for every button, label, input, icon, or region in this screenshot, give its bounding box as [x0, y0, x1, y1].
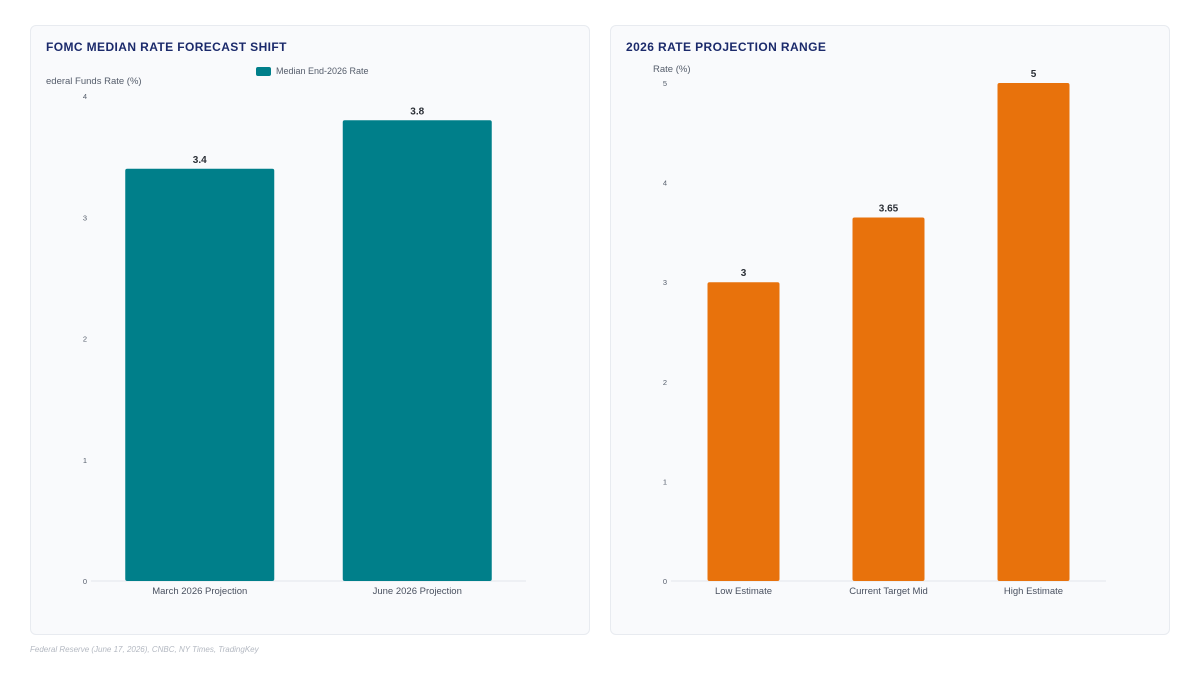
y-tick-label: 3 [83, 213, 87, 222]
y-tick-label: 5 [663, 79, 667, 88]
bar [997, 83, 1070, 581]
y-tick-label: 4 [663, 179, 667, 188]
bar-chart-forecast-shift: ederal Funds Rate (%) 0 1 2 3 4 3.4 March 2026 … [46, 76, 526, 597]
bar [342, 120, 492, 581]
y-tick-label: 2 [663, 378, 667, 387]
y-tick-label: 3 [663, 278, 667, 287]
x-tick-label: June 2026 Projection [373, 586, 462, 597]
legend-swatch [256, 66, 271, 76]
chart-card-projection-range: 2026 RATE PROJECTION RANGE Rate (%) 0 1 2 3 4… [610, 25, 1170, 635]
data-label: 3.65 [879, 203, 899, 214]
legend-label: Median End-2026 Rate [276, 66, 369, 76]
y-tick-label: 2 [83, 335, 87, 344]
y-axis-title: ederal Funds Rate (%) [46, 76, 142, 87]
chart-title: 2026 RATE PROJECTION RANGE [626, 40, 827, 54]
source-note: Federal Reserve (June 17, 2026), CNBC, N… [30, 645, 259, 654]
y-tick-label: 4 [83, 92, 87, 101]
bar [707, 282, 780, 581]
chart-legend: Median End-2026 Rate [256, 66, 369, 76]
y-tick-label: 0 [663, 577, 667, 586]
y-tick-label: 1 [83, 456, 87, 465]
y-axis-title: Rate (%) [653, 64, 690, 75]
y-tick-label: 1 [663, 477, 667, 486]
data-label: 3 [741, 268, 747, 279]
bar [852, 217, 925, 581]
bar [125, 168, 275, 581]
data-label: 3.8 [410, 106, 424, 117]
x-tick-label: High Estimate [1004, 586, 1063, 597]
x-tick-label: Current Target Mid [849, 586, 928, 597]
y-tick-label: 0 [83, 577, 87, 586]
data-label: 5 [1031, 69, 1037, 80]
x-tick-label: Low Estimate [715, 586, 772, 597]
bar-chart-projection-range: Rate (%) 0 1 2 3 4 5 3 Low Estimate 3.65 Current T… [653, 64, 1106, 597]
x-tick-label: March 2026 Projection [152, 586, 247, 597]
data-label: 3.4 [193, 155, 207, 166]
chart-card-forecast-shift: FOMC MEDIAN RATE FORECAST SHIFT Median E… [30, 25, 590, 635]
chart-title: FOMC MEDIAN RATE FORECAST SHIFT [46, 40, 287, 54]
